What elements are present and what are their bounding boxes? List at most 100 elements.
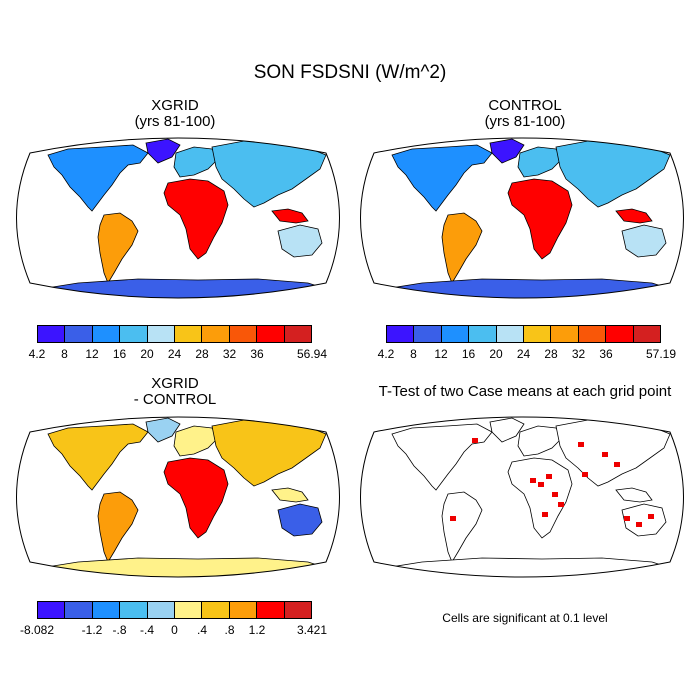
continent-indonesia [615, 487, 653, 503]
colorbar-xgrid-labels: 4.2 8 12 16 20 24 28 32 36 56.94 [29, 347, 327, 363]
figure-title: SON FSDSNI (W/m^2) [253, 62, 447, 83]
colorbar-swatch [175, 602, 203, 618]
continent-indonesia [271, 487, 309, 503]
map-difference [16, 416, 340, 578]
map-control [360, 137, 684, 299]
colorbar-tick-label: 4.2 [28, 347, 46, 361]
significant-cell [552, 492, 558, 497]
colorbar-swatch [496, 326, 525, 342]
colorbar-swatch [92, 602, 121, 618]
continent-australia [621, 224, 667, 258]
significant-cell [614, 462, 620, 467]
colorbar-tick-label: 16 [461, 347, 476, 361]
colorbar-swatch [469, 326, 497, 342]
colorbar-swatch [414, 326, 442, 342]
colorbar-tick-label: 57.19 [645, 347, 677, 361]
colorbar-tick-label: 3.421 [296, 623, 328, 637]
continent-northAmerica [47, 423, 149, 491]
colorbar-swatch [284, 602, 312, 618]
significant-cell [472, 438, 478, 443]
panel-title-ttest: T-Test of two Case means at each grid po… [378, 383, 672, 400]
significant-cell [450, 516, 456, 521]
continent-europe [173, 425, 219, 457]
colorbar-swatch [441, 326, 470, 342]
colorbar-swatch [65, 326, 93, 342]
colorbar-tick-label: -.8 [112, 623, 127, 637]
continent-indonesia [271, 208, 309, 224]
panel-title-control: CONTROL (yrs 81-100) [350, 98, 700, 130]
significant-cell [546, 474, 552, 479]
continent-southAmerica [441, 212, 483, 284]
map-border [16, 416, 340, 578]
colorbar-tick-label: 0 [171, 623, 178, 637]
colorbar-swatch [65, 602, 93, 618]
colorbar-tick-label: 28 [544, 347, 558, 361]
colorbar-tick-label: 12 [434, 347, 448, 361]
colorbar-swatch [387, 326, 415, 342]
colorbar-swatch [257, 602, 285, 618]
colorbar-control [386, 325, 661, 343]
colorbar-xgrid [37, 325, 312, 343]
panel-subtitle: (yrs 81-100) [484, 113, 566, 130]
continent-antarctica [370, 557, 678, 577]
colorbar-tick-label: 36 [250, 347, 264, 361]
colorbar-swatch [578, 326, 607, 342]
panel-subtitle: (yrs 81-100) [134, 113, 216, 130]
continent-greenland [489, 417, 525, 443]
continent-asia [555, 140, 671, 208]
colorbar-tick-label: 20 [489, 347, 503, 361]
colorbar-swatch [257, 326, 285, 342]
continent-antarctica [370, 278, 678, 298]
significance-note: Cells are significant at 0.1 level [442, 611, 608, 625]
continent-europe [517, 425, 563, 457]
continent-australia [277, 503, 323, 537]
colorbar-tick-label: 56.94 [296, 347, 328, 361]
colorbar-tick-label: -8.082 [19, 623, 55, 637]
continent-australia [621, 503, 667, 537]
colorbar-swatch [202, 602, 230, 618]
colorbar-tick-label: 36 [599, 347, 613, 361]
map-border [360, 416, 684, 578]
colorbar-tick-label: 8 [410, 347, 417, 361]
continent-europe [173, 146, 219, 178]
continent-southAmerica [97, 212, 139, 284]
continent-africa [163, 178, 229, 260]
continent-northAmerica [391, 144, 493, 212]
map-border [360, 137, 684, 299]
colorbar-swatch [284, 326, 312, 342]
continent-northAmerica [391, 423, 493, 491]
colorbar-difference [37, 601, 312, 619]
significant-cell [602, 452, 608, 457]
continent-africa [163, 457, 229, 539]
continent-asia [211, 419, 327, 487]
colorbar-swatch [551, 326, 579, 342]
continent-greenland [489, 138, 525, 164]
colorbar-tick-label: 12 [85, 347, 99, 361]
colorbar-tick-label: 32 [571, 347, 586, 361]
colorbar-control-labels: 4.2 8 12 16 20 24 28 32 36 57.19 [378, 347, 676, 363]
colorbar-swatch [229, 326, 258, 342]
significant-cell [648, 514, 654, 519]
continent-africa [507, 178, 573, 260]
colorbar-tick-label: 20 [140, 347, 154, 361]
colorbar-tick-label: 16 [112, 347, 127, 361]
panel-subtitle: - CONTROL [133, 391, 217, 408]
significant-cell [538, 482, 544, 487]
continent-northAmerica [47, 144, 149, 212]
continent-antarctica [26, 557, 334, 577]
continent-australia [277, 224, 323, 258]
colorbar-swatch [147, 326, 176, 342]
map-ttest-significance [360, 416, 684, 578]
panel-title: XGRID [151, 97, 199, 114]
continent-europe [517, 146, 563, 178]
panel-title: CONTROL [488, 97, 562, 114]
colorbar-swatch [120, 602, 148, 618]
continent-southAmerica [441, 491, 483, 563]
continent-antarctica [26, 278, 334, 298]
colorbar-tick-label: 1.2 [248, 623, 266, 637]
significant-cell [578, 442, 584, 447]
colorbar-swatch [38, 602, 66, 618]
colorbar-tick-label: 8 [61, 347, 68, 361]
colorbar-tick-label: .8 [224, 623, 235, 637]
significant-cell [624, 516, 630, 521]
